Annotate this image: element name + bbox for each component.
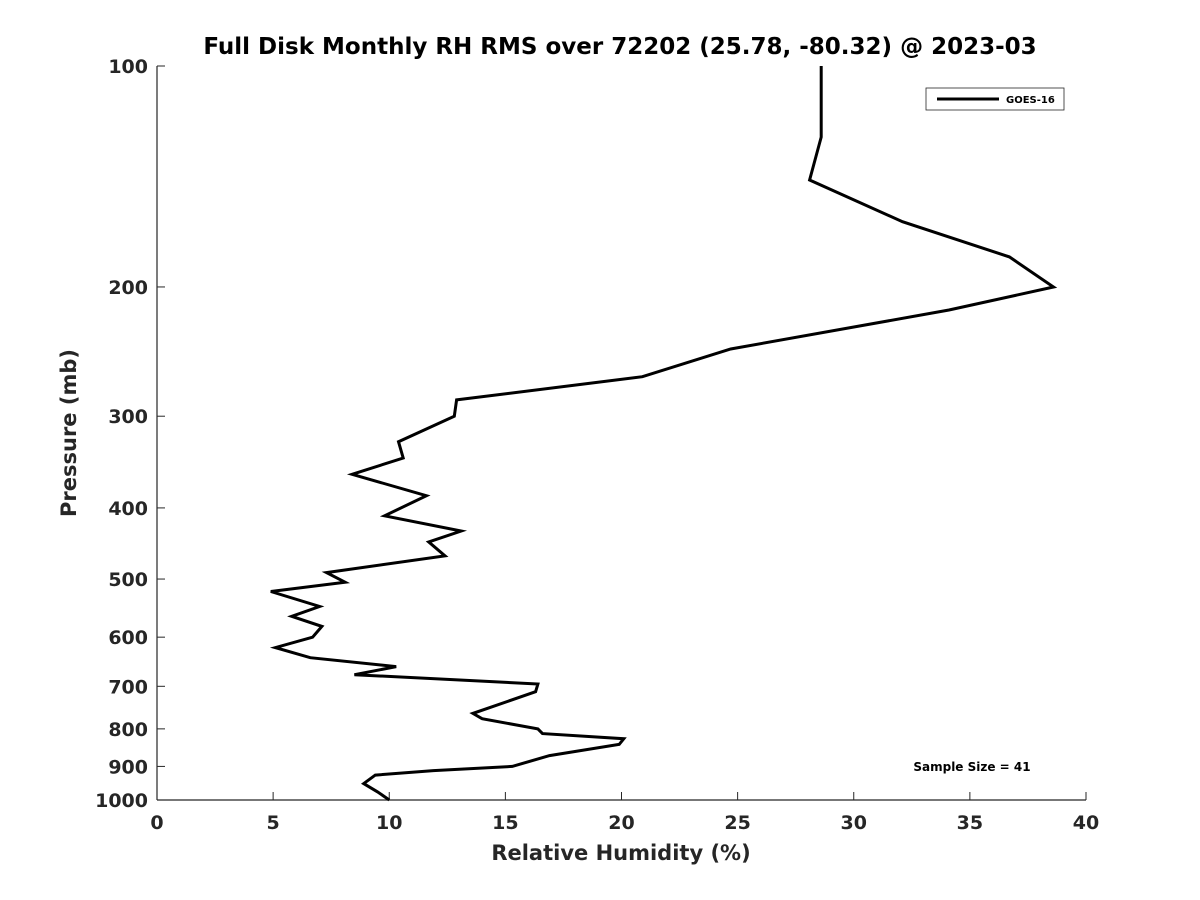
x-tick-label: 40 — [1073, 812, 1099, 834]
y-tick-label: 200 — [108, 277, 148, 299]
legend: GOES-16 — [925, 87, 1065, 111]
series-line-goes-16 — [269, 66, 1058, 802]
y-axis-label: Pressure (mb) — [57, 349, 81, 517]
chart-title: Full Disk Monthly RH RMS over 72202 (25.… — [203, 34, 1036, 60]
x-ticks: 0 5 10 15 20 25 30 35 40 — [150, 792, 1099, 834]
x-tick-label: 30 — [841, 812, 867, 834]
x-tick-label: 5 — [267, 812, 280, 834]
y-tick-label: 600 — [108, 627, 148, 649]
legend-label-goes-16: GOES-16 — [1006, 95, 1055, 106]
x-tick-label: 35 — [957, 812, 983, 834]
y-tick-label: 800 — [108, 719, 148, 741]
x-tick-label: 10 — [376, 812, 402, 834]
x-axis-label: Relative Humidity (%) — [491, 841, 750, 865]
y-tick-label: 100 — [108, 56, 148, 78]
y-tick-label: 900 — [108, 756, 148, 778]
y-tick-label: 700 — [108, 676, 148, 698]
y-tick-label: 300 — [108, 406, 148, 428]
y-tick-label: 500 — [108, 569, 148, 591]
series-group — [269, 66, 1058, 802]
x-tick-label: 15 — [492, 812, 518, 834]
sample-size-annotation: Sample Size = 41 — [913, 760, 1030, 774]
x-tick-label: 20 — [608, 812, 634, 834]
x-tick-label: 0 — [150, 812, 163, 834]
y-tick-label: 400 — [108, 498, 148, 520]
y-tick-label: 1000 — [95, 790, 148, 812]
y-ticks: 100 200 300 400 500 600 700 800 900 1000 — [95, 56, 165, 812]
x-tick-label: 25 — [724, 812, 750, 834]
